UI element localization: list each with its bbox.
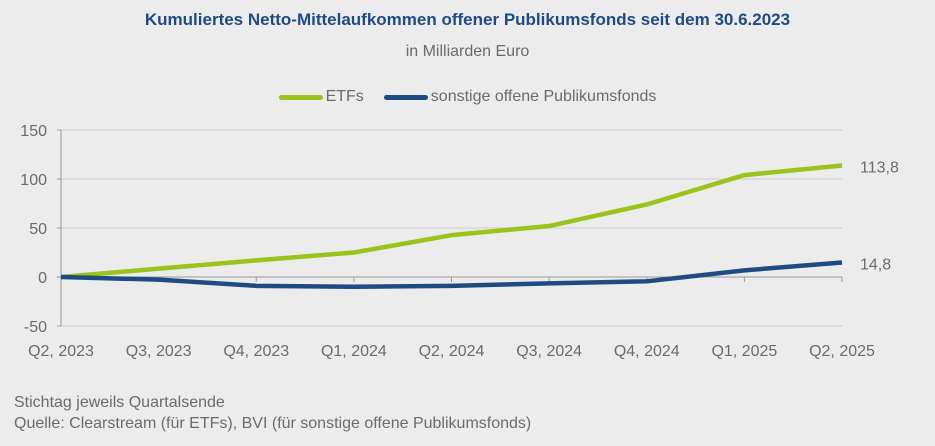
- legend-label-sonstige: sonstige offene Publikumsfonds: [430, 88, 657, 105]
- legend-item-sonstige: sonstige offene Publikumsfonds: [383, 88, 657, 106]
- x-tick-label: Q3, 2024: [516, 343, 582, 360]
- legend-label-etfs: ETFs: [325, 88, 364, 105]
- legend: ETFs sonstige offene Publikumsfonds: [0, 88, 935, 106]
- legend-item-etfs: ETFs: [278, 88, 364, 106]
- footnote-source: Quelle: Clearstream (für ETFs), BVI (für…: [14, 415, 532, 432]
- x-tick-label: Q2, 2023: [28, 343, 94, 360]
- series-line-etfs: [60, 163, 843, 280]
- y-tick-label: -50: [24, 319, 47, 336]
- chart-subtitle: in Milliarden Euro: [405, 43, 530, 60]
- x-tick-label: Q2, 2025: [809, 343, 875, 360]
- legend-swatch-etfs: [278, 94, 323, 100]
- end-label-sonstige: 14,8: [860, 256, 891, 273]
- y-tick-label: 0: [38, 270, 47, 287]
- x-tick-label: Q3, 2023: [126, 343, 192, 360]
- chart-title: Kumuliertes Netto-Mittelaufkommen offene…: [144, 10, 791, 29]
- y-tick-label: 150: [20, 123, 47, 140]
- y-tick-label: 50: [29, 221, 47, 238]
- end-label-etfs: 113,8: [860, 159, 899, 176]
- x-tick-label: Q4, 2024: [614, 343, 680, 360]
- footnote-stichtag: Stichtag jeweils Quartalsende: [14, 394, 225, 411]
- x-tick-label: Q2, 2024: [419, 343, 485, 360]
- x-tick-label: Q1, 2025: [711, 343, 777, 360]
- legend-swatch-sonstige: [383, 94, 428, 100]
- x-tick-label: Q1, 2024: [321, 343, 387, 360]
- x-tick-label: Q4, 2023: [223, 343, 289, 360]
- y-tick-label: 100: [20, 172, 47, 189]
